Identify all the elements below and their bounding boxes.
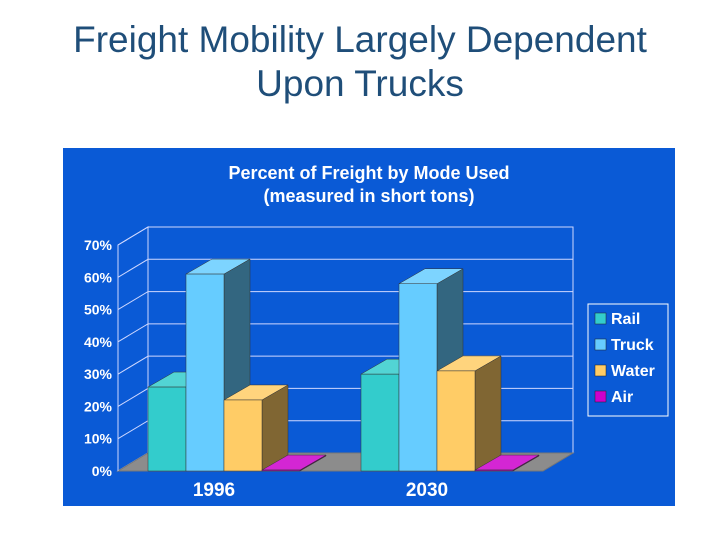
bar-rail-2030 — [360, 373, 400, 472]
y-tick-label: 60% — [84, 269, 113, 285]
y-tick-label: 0% — [92, 463, 113, 479]
legend-label: Air — [611, 389, 633, 406]
y-tick-label: 40% — [84, 334, 113, 350]
y-tick-label: 50% — [84, 302, 113, 318]
legend-label: Rail — [611, 311, 640, 328]
gridline — [117, 226, 573, 246]
bar-water-1996 — [223, 399, 263, 472]
legend-label: Truck — [611, 337, 654, 354]
y-tick-label: 70% — [84, 237, 113, 253]
side-wall — [117, 226, 149, 472]
bar-water-2030 — [436, 370, 476, 472]
x-tick-label: 1996 — [193, 480, 235, 501]
bar-chart: 0% 10% 20% 30% 40% 50% 60% 70% 1996 2030 Rail Truck… — [84, 226, 669, 501]
bar-air-2030 — [474, 469, 514, 472]
y-tick-label: 30% — [84, 366, 113, 382]
gridline — [117, 258, 573, 278]
y-tick-label: 10% — [84, 431, 113, 447]
chart-title-block: Percent of Freight by Mode Used (measure… — [63, 162, 675, 208]
chart-panel: Percent of Freight by Mode Used (measure… — [63, 148, 675, 506]
bar-truck-2030 — [398, 283, 438, 472]
legend-swatch — [594, 390, 607, 403]
bar-rail-1996 — [147, 386, 187, 472]
slide-title: Freight Mobility Largely Dependent Upon … — [0, 18, 720, 106]
bar-side — [474, 355, 502, 472]
legend-swatch — [594, 338, 607, 351]
chart-title: Percent of Freight by Mode Used — [228, 163, 510, 183]
bar-air-1996 — [261, 469, 301, 472]
legend-swatch — [594, 364, 607, 377]
legend-swatch — [594, 312, 607, 325]
slide-title-line-2: Upon Trucks — [256, 63, 464, 104]
x-tick-label: 2030 — [406, 480, 448, 501]
y-tick-label: 20% — [84, 398, 113, 414]
bar-truck-1996 — [185, 273, 225, 472]
legend-label: Water — [611, 363, 655, 380]
slide-title-line-1: Freight Mobility Largely Dependent — [73, 19, 647, 60]
chart-subtitle: (measured in short tons) — [263, 186, 475, 206]
